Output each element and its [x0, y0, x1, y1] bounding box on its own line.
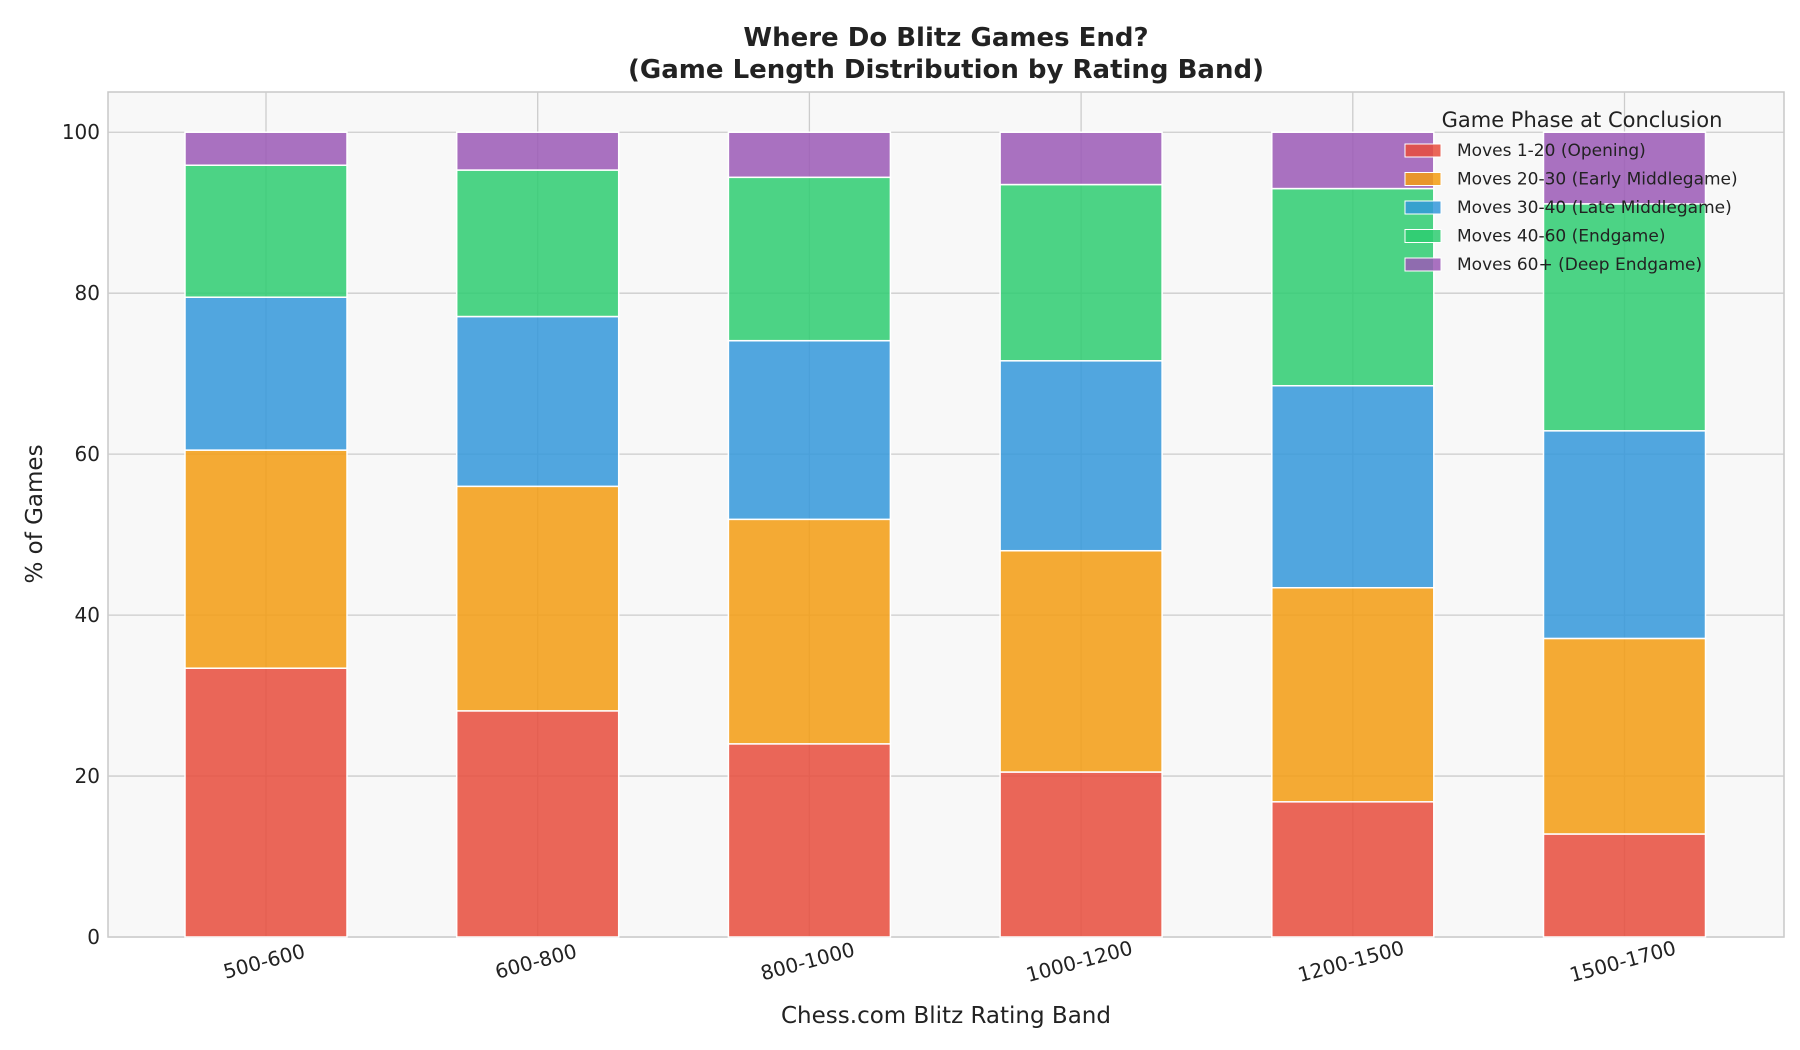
- legend-items: Moves 1-20 (Opening) Moves 20-30 (Early M…: [1404, 141, 1738, 275]
- y-tick-label: 40: [75, 603, 100, 627]
- bar-segment-2: [1542, 637, 1707, 835]
- bar-segment-5: [727, 131, 892, 179]
- bar-segment-5: [1542, 131, 1707, 205]
- bar-segment-4: [184, 164, 348, 298]
- bar-segment-1: [727, 743, 892, 938]
- y-axis-label: % of Games: [22, 444, 48, 583]
- bar-segment-3: [999, 360, 1163, 552]
- legend-label: Moves 1-20 (Opening): [1457, 141, 1646, 161]
- chart-title-line2: (Game Length Distribution by Rating Band…: [628, 55, 1264, 85]
- legend-label: Moves 20-30 (Early Middlegame): [1457, 170, 1738, 190]
- x-axis-label: Chess.com Blitz Rating Band: [781, 1003, 1111, 1029]
- plot-area: [107, 91, 1785, 938]
- y-tick-label: 0: [87, 925, 100, 949]
- legend-swatch: [1404, 200, 1442, 215]
- legend-title: Game Phase at Conclusion: [1442, 108, 1723, 132]
- legend-swatch: [1404, 172, 1442, 186]
- chart-title-line1: Where Do Blitz Games End?: [743, 23, 1148, 53]
- bar-segment-3: [727, 339, 892, 521]
- bar-segment-2: [455, 485, 620, 712]
- bar-segment-5: [999, 131, 1163, 186]
- y-axis-ticks: 0 20 40 60 80 100: [62, 120, 100, 949]
- y-tick-label: 100: [62, 120, 100, 144]
- bar-segment-2: [184, 449, 348, 669]
- bar-segment-3: [1542, 430, 1707, 640]
- bar-segment-1: [1542, 833, 1707, 938]
- bar-segment-1: [184, 667, 348, 938]
- bar-segment-4: [999, 183, 1163, 362]
- bar-segment-2: [1271, 586, 1435, 803]
- bar-segment-3: [455, 315, 620, 488]
- legend-label: Moves 40-60 (Endgame): [1457, 227, 1665, 247]
- bar-segment-4: [455, 169, 620, 318]
- y-tick-label: 80: [75, 281, 100, 305]
- bar-segment-4: [1271, 187, 1435, 387]
- bar-segment-3: [184, 296, 348, 451]
- legend-swatch: [1404, 143, 1442, 158]
- bar-segment-1: [999, 771, 1163, 938]
- legend-label: Moves 30-40 (Late Middlegame): [1457, 198, 1732, 218]
- bar-segment-4: [727, 176, 892, 342]
- bar-segment-1: [455, 710, 620, 938]
- legend-swatch: [1404, 257, 1442, 272]
- bar-segment-2: [727, 518, 892, 745]
- bar-segment-5: [455, 131, 620, 171]
- bar-segment-4: [1542, 203, 1707, 432]
- legend: Game Phase at Conclusion Moves 1-20 (Ope…: [1404, 108, 1738, 275]
- legend-swatch: [1404, 229, 1442, 243]
- legend-label: Moves 60+ (Deep Endgame): [1457, 255, 1702, 275]
- bar-segment-3: [1271, 384, 1435, 589]
- bars: [184, 131, 1707, 938]
- bar-segment-5: [184, 131, 348, 166]
- y-tick-label: 60: [75, 442, 100, 466]
- bar-segment-1: [1271, 801, 1435, 938]
- bar-segment-2: [999, 549, 1163, 773]
- y-tick-label: 20: [75, 764, 100, 788]
